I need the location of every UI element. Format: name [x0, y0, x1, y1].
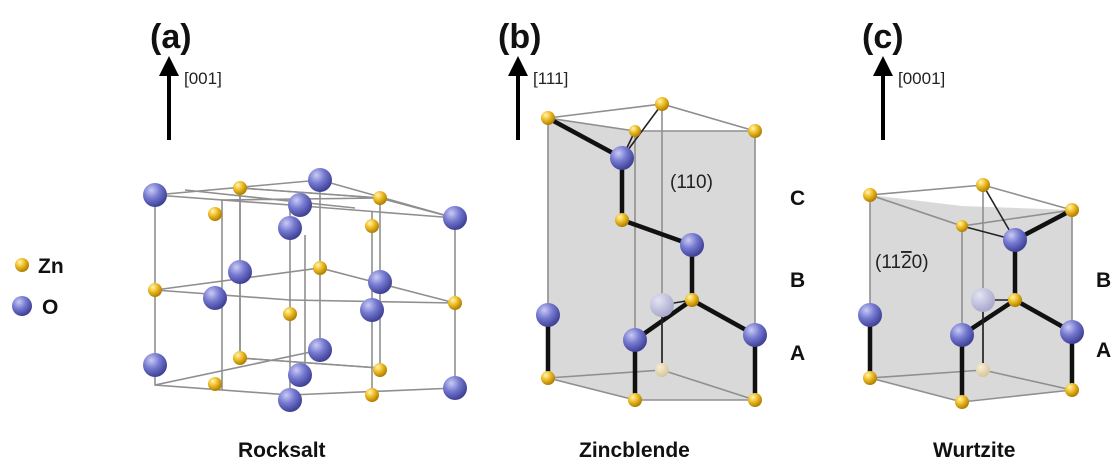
- zn-atom: [748, 124, 762, 138]
- zn-atom: [1008, 293, 1022, 307]
- o-legend-atom: [12, 296, 32, 316]
- o-atom: [288, 363, 312, 387]
- stacking-label-c: C: [790, 187, 805, 210]
- zn-atom: [208, 207, 222, 221]
- o-atom: [443, 376, 467, 400]
- zn-atom: [1065, 383, 1079, 397]
- panel-b-tag: (b): [498, 18, 541, 56]
- o-atom: [680, 233, 704, 257]
- zn-legend-label: Zn: [38, 255, 64, 278]
- plane-label-bar-digit: 2: [901, 252, 912, 273]
- direction-label-111: [111]: [533, 69, 568, 88]
- stacking-label-a: A: [1096, 339, 1111, 362]
- structure-label-zincblende: Zincblende: [579, 439, 690, 462]
- o-atom-faint: [650, 293, 674, 317]
- legend: Zn O: [12, 255, 64, 319]
- panel-wurtzite: (c) [0001]: [858, 18, 1111, 462]
- panel-rocksalt: (a) [001]: [143, 18, 467, 462]
- plane-label-110: (110): [670, 172, 713, 193]
- zincblende-atoms: [536, 97, 767, 407]
- wurtzite-atoms: [858, 178, 1084, 409]
- zn-atom: [373, 363, 387, 377]
- zn-atom: [748, 393, 762, 407]
- o-atom: [288, 193, 312, 217]
- o-atom: [743, 323, 767, 347]
- stacking-label-b: B: [1096, 269, 1111, 292]
- panel-a-tag: (a): [150, 18, 192, 56]
- o-atom: [1003, 228, 1027, 252]
- o-atom: [950, 323, 974, 347]
- plane-label-suffix: 0): [912, 252, 929, 273]
- o-atom-faint: [971, 288, 995, 312]
- zn-atom: [148, 283, 162, 297]
- zn-atom: [373, 191, 387, 205]
- o-atom: [443, 206, 467, 230]
- structure-label-wurtzite: Wurtzite: [933, 439, 1015, 462]
- plane-label-11-20: (1120): [875, 252, 929, 273]
- plane-110: [548, 118, 755, 400]
- o-atom: [858, 303, 882, 327]
- o-atom: [278, 216, 302, 240]
- panel-zincblende: (b) [111]: [498, 18, 805, 462]
- zn-atom: [615, 213, 629, 227]
- zn-atom: [365, 219, 379, 233]
- o-atom: [536, 303, 560, 327]
- o-atom: [143, 353, 167, 377]
- o-atom: [228, 260, 252, 284]
- o-atom: [143, 183, 167, 207]
- zn-atom: [955, 395, 969, 409]
- zn-atom: [283, 307, 297, 321]
- o-legend-label: O: [42, 296, 58, 319]
- o-atom: [278, 388, 302, 412]
- zn-atom: [863, 188, 877, 202]
- stacking-label-b: B: [790, 269, 805, 292]
- o-atom: [308, 338, 332, 362]
- zn-atom: [956, 220, 968, 232]
- panel-c-tag: (c): [862, 18, 904, 56]
- zn-atom-faint: [976, 363, 990, 377]
- zn-atom: [1065, 203, 1079, 217]
- direction-label-001: [001]: [184, 69, 222, 88]
- zn-atom: [448, 296, 462, 310]
- zn-atom: [863, 371, 877, 385]
- rocksalt-atoms: [143, 168, 467, 412]
- zn-atom: [541, 371, 555, 385]
- stacking-label-a: A: [790, 342, 805, 365]
- zn-atom: [233, 181, 247, 195]
- zn-atom-faint: [655, 363, 669, 377]
- zn-atom: [629, 125, 641, 137]
- zn-atom: [655, 97, 669, 111]
- direction-label-0001: [0001]: [898, 69, 945, 88]
- zn-atom: [976, 178, 990, 192]
- structure-label-rocksalt: Rocksalt: [238, 439, 326, 462]
- zn-atom: [313, 261, 327, 275]
- plane-label-prefix: (11: [875, 252, 901, 273]
- zn-atom: [628, 393, 642, 407]
- zn-legend-atom: [15, 258, 29, 272]
- o-atom: [308, 168, 332, 192]
- o-atom: [1060, 320, 1084, 344]
- o-atom: [368, 270, 392, 294]
- o-atom: [623, 328, 647, 352]
- zn-atom: [685, 293, 699, 307]
- zn-atom: [541, 111, 555, 125]
- zn-atom: [208, 377, 222, 391]
- zn-atom: [365, 388, 379, 402]
- o-atom: [360, 298, 384, 322]
- o-atom: [203, 286, 227, 310]
- o-atom: [610, 146, 634, 170]
- zn-atom: [233, 351, 247, 365]
